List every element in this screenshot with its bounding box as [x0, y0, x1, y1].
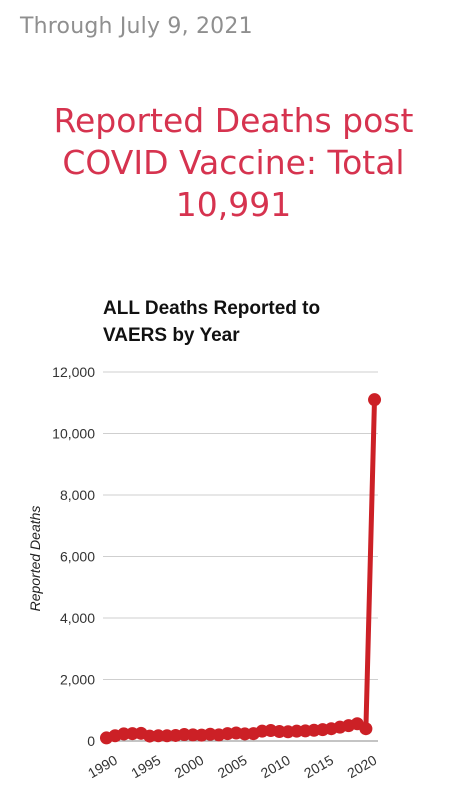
series-line — [104, 397, 377, 741]
y-tick-label: 4,000 — [60, 610, 95, 626]
y-tick-label: 12,000 — [52, 364, 95, 380]
data-point — [359, 722, 373, 736]
y-tick-label: 8,000 — [60, 487, 95, 503]
y-tick-label: 10,000 — [52, 426, 95, 442]
chart-title-line-1: ALL Deaths Reported to — [103, 298, 321, 319]
headline-line-2: COVID Vaccine: Total — [62, 143, 405, 182]
y-tick-label: 0 — [87, 733, 95, 749]
data-point — [368, 393, 382, 407]
headline-line-3: 10,991 — [175, 185, 292, 224]
y-tick-label: 6,000 — [60, 549, 95, 565]
y-tick-label: 2,000 — [60, 672, 95, 688]
headline-line-1: Reported Deaths post — [53, 101, 414, 140]
x-tick-label: 2020 — [344, 752, 379, 782]
x-tick-label: 1995 — [128, 752, 163, 782]
x-tick-label: 2015 — [301, 752, 336, 782]
headline: Reported Deaths post COVID Vaccine: Tota… — [0, 100, 467, 226]
y-axis-label: Reported Deaths — [27, 506, 43, 612]
x-tick-label: 1990 — [85, 752, 120, 782]
date-caption: Through July 9, 2021 — [20, 14, 253, 39]
chart-title: ALL Deaths Reported to VAERS by Year — [103, 295, 320, 349]
line-chart: 0 2,000 4,000 6,000 8,000 10,000 12,000 Reporte… — [27, 364, 382, 782]
x-tick-label: 2005 — [215, 752, 250, 782]
x-tick-label: 2000 — [171, 752, 206, 782]
x-tick-label: 2010 — [258, 752, 293, 782]
chart-title-line-2: VAERS by Year — [103, 325, 240, 346]
